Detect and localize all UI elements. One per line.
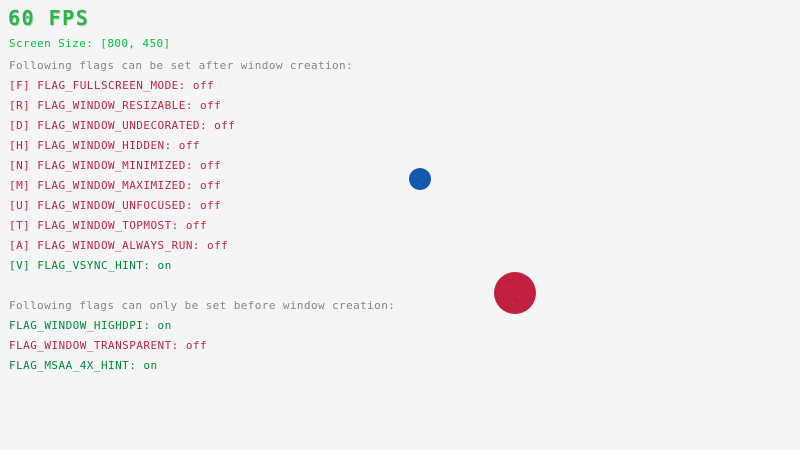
- flag-row-flag-window-undecorated[interactable]: [D] FLAG_WINDOW_UNDECORATED: off: [9, 119, 236, 132]
- flag-row-flag-window-unfocused[interactable]: [U] FLAG_WINDOW_UNFOCUSED: off: [9, 199, 222, 212]
- flag-row-flag-msaa-4x-hint[interactable]: FLAG_MSAA_4X_HINT: on: [9, 359, 158, 372]
- blue-ball: [409, 168, 431, 190]
- flag-row-flag-window-hidden[interactable]: [H] FLAG_WINDOW_HIDDEN: off: [9, 139, 200, 152]
- flag-row-flag-window-always-run[interactable]: [A] FLAG_WINDOW_ALWAYS_RUN: off: [9, 239, 229, 252]
- flag-row-flag-window-maximized[interactable]: [M] FLAG_WINDOW_MAXIMIZED: off: [9, 179, 222, 192]
- flag-row-flag-window-minimized[interactable]: [N] FLAG_WINDOW_MINIMIZED: off: [9, 159, 222, 172]
- flag-row-flag-window-resizable[interactable]: [R] FLAG_WINDOW_RESIZABLE: off: [9, 99, 222, 112]
- screen-size-label: Screen Size: [800, 450]: [9, 37, 171, 50]
- runtime-flags-heading: Following flags can be set after window …: [9, 59, 354, 72]
- flag-row-flag-window-transparent[interactable]: FLAG_WINDOW_TRANSPARENT: off: [9, 339, 208, 352]
- flag-row-flag-fullscreen-mode[interactable]: [F] FLAG_FULLSCREEN_MODE: off: [9, 79, 215, 92]
- fps-counter: 60 FPS: [8, 6, 90, 30]
- red-ball: [494, 272, 536, 314]
- creation-flags-heading: Following flags can only be set before w…: [9, 299, 396, 312]
- flag-row-flag-window-topmost[interactable]: [T] FLAG_WINDOW_TOPMOST: off: [9, 219, 208, 232]
- flag-row-flag-vsync-hint[interactable]: [V] FLAG_VSYNC_HINT: on: [9, 259, 172, 272]
- flag-row-flag-window-highdpi[interactable]: FLAG_WINDOW_HIGHDPI: on: [9, 319, 172, 332]
